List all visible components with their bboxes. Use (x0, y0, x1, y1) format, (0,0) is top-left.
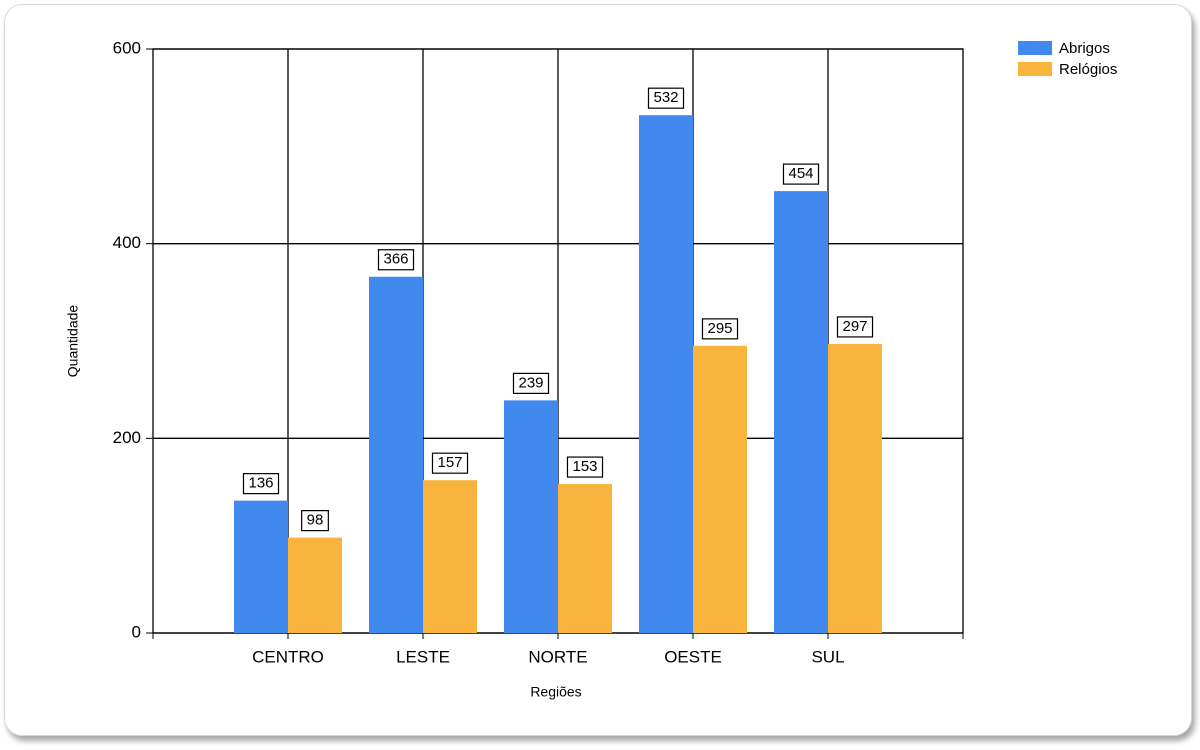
y-tick-label: 0 (132, 622, 141, 641)
data-label: 239 (518, 374, 543, 391)
data-label: 157 (437, 454, 462, 471)
data-label: 454 (788, 165, 813, 182)
y-axis-title: Quantidade (65, 305, 81, 378)
data-label-box (431, 452, 469, 474)
legend-label: Abrigos (1059, 40, 1110, 57)
bar (693, 345, 747, 633)
data-label: 295 (707, 320, 732, 337)
x-tick-label: LESTE (396, 647, 450, 666)
bar (369, 276, 423, 633)
x-axis-title: Regiões (530, 684, 581, 700)
y-tick-label: 400 (113, 233, 141, 252)
legend-label: Relógios (1059, 61, 1117, 78)
bar (288, 537, 342, 633)
x-tick-label: SUL (811, 647, 844, 666)
data-label-box (301, 510, 329, 532)
data-label-box (566, 456, 604, 478)
y-tick-label: 600 (113, 38, 141, 57)
data-label: 532 (653, 89, 678, 106)
data-label: 136 (248, 475, 273, 492)
data-label-box (836, 316, 874, 338)
legend-swatch (1018, 62, 1052, 76)
data-label: 153 (572, 458, 597, 475)
bar (234, 500, 288, 633)
x-tick-label: NORTE (528, 647, 587, 666)
data-label-box (647, 87, 685, 109)
x-tick-label: OESTE (664, 647, 722, 666)
bar (423, 480, 477, 633)
data-label: 366 (383, 251, 408, 268)
data-label-box (782, 163, 820, 185)
bar (558, 484, 612, 633)
bar (828, 343, 882, 633)
legend-swatch (1018, 41, 1052, 55)
bar (504, 400, 558, 633)
data-label-box (701, 318, 739, 340)
data-label-box (377, 249, 415, 271)
y-tick-label: 200 (113, 428, 141, 447)
data-label-box (512, 372, 550, 394)
x-tick-label: CENTRO (252, 647, 324, 666)
data-label-box (242, 473, 280, 495)
bar (639, 115, 693, 634)
data-label: 297 (842, 318, 867, 335)
data-label: 98 (307, 512, 324, 529)
bar (774, 191, 828, 633)
